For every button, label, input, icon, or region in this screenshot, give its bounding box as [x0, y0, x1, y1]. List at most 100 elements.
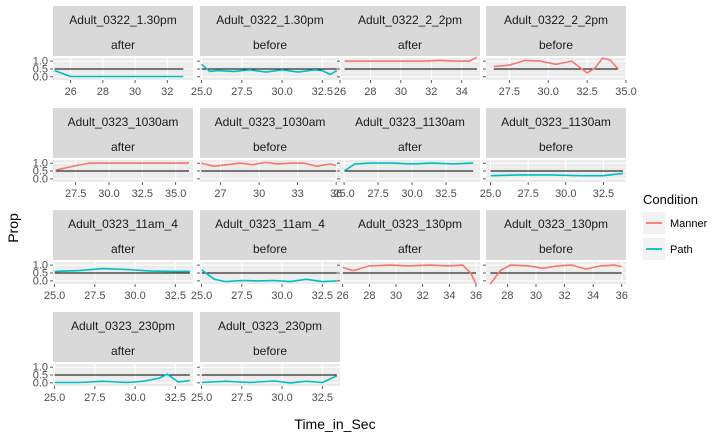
x-tick-label: 32.5	[312, 86, 333, 98]
x-tick-label: 32	[161, 86, 173, 98]
series-line-manner	[344, 56, 478, 62]
facet-strip-label: Adult_0323_1130am	[355, 115, 465, 129]
x-tick-label: 32	[558, 290, 570, 302]
facet-strip-condition: before	[539, 38, 573, 52]
x-tick-label: 30.0	[271, 392, 292, 404]
facet-strip	[53, 210, 193, 260]
facet-strip-label: Adult_0323_130pm	[358, 217, 462, 231]
series-line-path	[54, 69, 184, 78]
facet-strip-condition: after	[111, 344, 135, 358]
y-tick-label: 0.5	[33, 166, 48, 178]
facet-strip-label: Adult_0323_1030am	[215, 115, 326, 129]
x-tick-label: 32	[425, 86, 437, 98]
legend-title: Condition	[643, 192, 698, 207]
y-tick-label: 0.0	[33, 173, 48, 185]
x-tick-label: 32.5	[576, 86, 597, 98]
facet-strip-label: Adult_0323_1030am	[68, 115, 179, 129]
x-tick-label: 26	[65, 86, 77, 98]
facet-strip-label: Adult_0323_230pm	[71, 319, 175, 333]
y-tick-label: 1.0	[33, 158, 48, 170]
y-tick-label: 0.0	[33, 275, 48, 287]
x-tick-label: 34	[443, 290, 455, 302]
x-tick-label: 33	[291, 188, 303, 200]
x-tick-label: 34	[587, 290, 599, 302]
x-tick-label: 27.5	[84, 392, 105, 404]
x-tick-label: 32.5	[165, 392, 186, 404]
x-tick-label: 30.0	[98, 188, 119, 200]
x-tick-label: 25.0	[333, 188, 354, 200]
series-line-path	[201, 63, 338, 76]
x-axis-title: Time_in_Sec	[294, 416, 375, 432]
facet-strip-condition: after	[398, 242, 422, 256]
facet-strip-condition: after	[398, 140, 422, 154]
x-tick-label: 35.0	[165, 188, 186, 200]
series-line-manner	[55, 162, 189, 171]
x-tick-label: 32.5	[593, 188, 614, 200]
x-tick-label: 27	[214, 188, 226, 200]
x-tick-label: 26	[334, 86, 346, 98]
x-tick-label: 32.5	[435, 188, 456, 200]
facet-strip-condition: after	[111, 38, 135, 52]
x-tick-label: 28	[364, 86, 376, 98]
facet-strip-label: Adult_0322_1.30pm	[69, 13, 176, 27]
facet-strip-condition: before	[539, 242, 573, 256]
series-line-path	[201, 269, 337, 283]
x-tick-label: 30	[253, 188, 265, 200]
x-tick-label: 25.0	[191, 290, 212, 302]
series-line-path	[490, 172, 624, 177]
facet-strip	[53, 6, 193, 56]
x-tick-label: 36	[470, 290, 482, 302]
facet-strip-label: Adult_0323_11am_4	[215, 217, 325, 231]
series-line-path	[54, 373, 190, 384]
facet-strip-condition: before	[253, 140, 287, 154]
x-tick-label: 27.5	[84, 290, 105, 302]
x-tick-label: 27.5	[231, 86, 252, 98]
x-tick-label: 27.5	[231, 392, 252, 404]
x-tick-label: 28	[501, 290, 513, 302]
x-tick-label: 30.0	[271, 86, 292, 98]
y-tick-label: 0.5	[33, 370, 48, 382]
x-tick-label: 25.0	[191, 392, 212, 404]
series-line-path	[201, 375, 338, 384]
x-tick-label: 30	[395, 86, 407, 98]
x-tick-label: 30.0	[401, 188, 422, 200]
legend-item: Path	[643, 238, 693, 260]
facet-strip-label: Adult_0322_2_2pm	[358, 13, 462, 27]
x-tick-label: 28	[363, 290, 375, 302]
x-tick-label: 25.0	[480, 188, 501, 200]
facet-strip	[486, 108, 626, 158]
y-axis-title: Prop	[5, 213, 21, 243]
x-tick-label: 30.0	[555, 188, 576, 200]
x-tick-label: 27.5	[65, 188, 86, 200]
facet-strip	[53, 312, 193, 362]
facet-strip-condition: after	[111, 140, 135, 154]
x-tick-label: 25.0	[44, 290, 65, 302]
facet-strip	[340, 210, 480, 260]
legend-item: Manner	[643, 212, 708, 234]
series-line-manner	[489, 264, 622, 285]
facet-strip-label: Adult_0322_1.30pm	[216, 13, 323, 27]
x-tick-label: 30	[530, 290, 542, 302]
x-tick-label: 35.0	[615, 86, 636, 98]
x-tick-label: 30.0	[124, 392, 145, 404]
facet-strip-label: Adult_0323_1130am	[501, 115, 611, 129]
facet-strip	[340, 6, 480, 56]
x-tick-label: 28	[97, 86, 109, 98]
legend: Condition Manner Path	[643, 192, 708, 260]
x-tick-label: 36	[330, 188, 342, 200]
facet-strip	[200, 6, 340, 56]
facet-strip-condition: after	[111, 242, 135, 256]
facet-strip-condition: before	[539, 140, 573, 154]
facet-strip	[486, 6, 626, 56]
x-tick-label: 30.0	[271, 290, 292, 302]
x-tick-label: 27.5	[231, 290, 252, 302]
